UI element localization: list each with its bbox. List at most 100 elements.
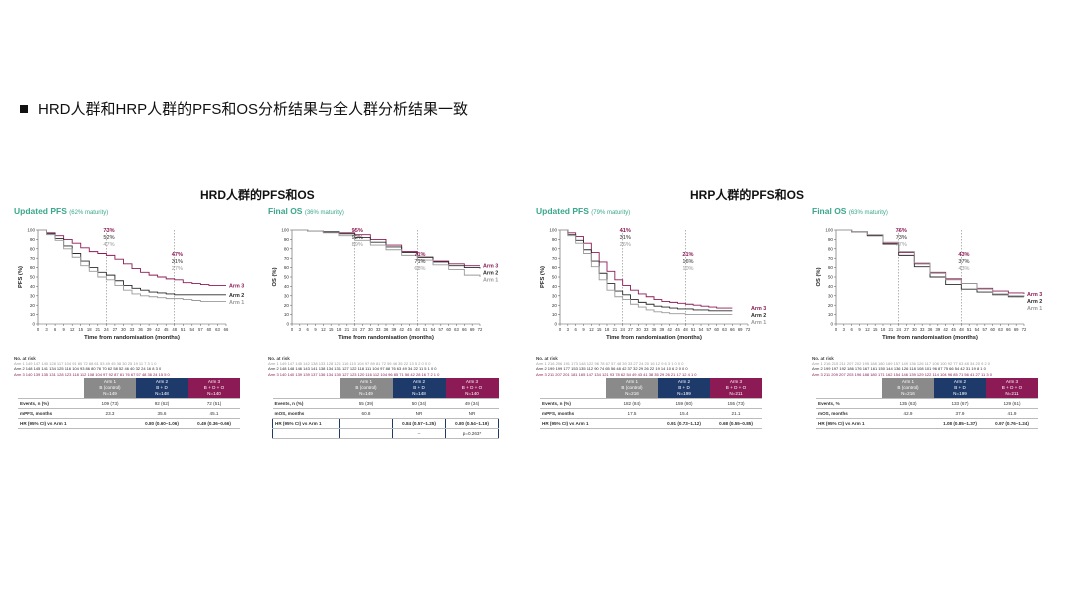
x-tick-label: 33 [644,327,649,332]
x-tick-label: 66 [730,327,735,332]
arm-header-line: Arm 2 [155,379,169,384]
summary-cell: 21.1 [710,408,762,419]
summary-cell: NR [445,408,499,419]
x-axis-label: Time from randomisation (months) [606,335,702,341]
summary-row-label: HR (95% CI) vs Arm 1 [18,418,84,429]
landmark-value: 43% [958,266,969,272]
summary-cell: 15.4 [658,408,710,419]
risk-row: Arm 2 199 197 192 186 176 167 161 150 14… [812,366,986,372]
x-tick-label: 42 [667,327,672,332]
y-tick-label: 30 [284,293,290,298]
series-line-arm2 [560,229,733,312]
arm-header-line: B + D [678,385,690,390]
summary-cell: 50 (34) [392,398,446,409]
x-tick-label: 39 [147,327,152,332]
risk-row: Arm 3 140 140 139 139 137 136 134 130 12… [268,371,440,377]
x-tick-label: 60 [714,327,719,332]
x-tick-label: 15 [873,327,878,332]
y-tick-label: 50 [552,275,558,280]
x-axis-label: Time from randomisation (months) [338,335,434,341]
landmark-value: 27% [172,266,183,272]
summary-cell [84,418,136,429]
summary-row: mOS, months 42.9 37.9 41.9 [816,408,1038,419]
arm-header-line: B + D + O [203,385,225,390]
x-axis-label: Time from randomisation (months) [882,335,978,341]
arm-header-line: Arm 3 [207,379,221,384]
series-label: Arm 1 [751,320,766,326]
risk-row: Arm 3 140 139 135 131 128 123 118 112 10… [14,371,170,377]
landmark-value: 77% [896,242,907,248]
series-label: Arm 2 [483,271,498,277]
summary-cell: 42.9 [882,408,934,419]
y-tick-label: 70 [552,256,558,261]
landmark-value: 37% [958,259,969,265]
x-tick-label: 9 [62,327,65,332]
x-tick-label: 21 [888,327,893,332]
summary-row: – p=0.263* [272,428,499,439]
landmark-value: 10% [682,266,693,272]
y-axis-label: PFS (%) [18,266,24,288]
summary-cell: p=0.263* [445,428,499,439]
x-tick-label: 36 [384,327,389,332]
arm-header-line: B + D + O [1001,385,1023,390]
arm-header-line: N=149 [103,391,117,396]
x-tick-label: 54 [189,327,194,332]
summary-cell: 182 (84) [606,398,658,409]
x-tick-label: 6 [306,327,309,332]
chart-subtitle: (79% maturity) [591,210,631,216]
series-line-arm1 [292,229,481,277]
y-tick-label: 0 [830,322,833,327]
x-tick-label: 63 [722,327,727,332]
summary-row: mPFS, months 23.3 35.6 45.1 [18,408,240,419]
arm-header-line: N=216 [901,391,915,396]
risk-row: Arm 3 211 207 201 181 165 147 134 121 93… [536,371,697,377]
summary-cell: – [392,428,446,439]
summary-row-label: HR (95% CI) vs Arm 1 [540,418,606,429]
arm-header-line: N=140 [207,391,221,396]
x-tick-label: 12 [589,327,594,332]
risk-row: Arm 2 148 145 141 134 125 116 104 93 86 … [14,366,162,372]
x-tick-label: 27 [904,327,909,332]
arm-header-line: Arm 1 [103,379,117,384]
x-tick-label: 66 [224,327,229,332]
x-tick-label: 36 [928,327,933,332]
x-tick-label: 69 [1014,327,1019,332]
panel-hrd-pfs: Updated PFS (62% maturity) 0 10 20 30 40 50 60 7… [14,206,264,446]
arm-header-line: N=148 [412,391,426,396]
series-label: Arm 3 [1027,292,1042,298]
landmark-value: 21% [682,252,693,258]
group-title-hrd: HRD人群的PFS和OS [200,188,315,202]
y-tick-label: 70 [284,256,290,261]
series-line-arm1 [560,229,733,316]
series-label: Arm 3 [229,283,244,289]
x-tick-label: 48 [683,327,688,332]
x-tick-label: 60 [990,327,995,332]
x-tick-label: 24 [896,327,901,332]
series-label: Arm 1 [229,300,244,306]
landmark-value: 95% [352,228,363,234]
summary-cell: 0.49 (0.36–0.66) [188,418,240,429]
x-tick-label: 54 [431,327,436,332]
y-tick-label: 90 [828,237,834,242]
x-tick-label: 60 [207,327,212,332]
y-tick-label: 10 [552,312,558,317]
summary-cell: 159 (80) [658,398,710,409]
panel-hrp-os: Final OS (63% maturity) 0 10 20 30 40 50 60 70 80… [812,206,1062,446]
arm-header-line: Arm 1 [625,379,639,384]
summary-row: Events, n (%) 109 (73) 92 (62) 72 (51) [18,398,240,409]
x-tick-label: 57 [982,327,987,332]
arm-header-line: N=216 [625,391,639,396]
summary-row-label: Events, % [816,398,882,409]
summary-cell: 55 (39) [339,398,393,409]
risk-table-label: No. at risk [812,356,834,361]
risk-row: Arm 3 211 209 207 203 196 188 180 171 16… [812,371,992,377]
y-tick-label: 0 [286,322,289,327]
y-tick-label: 20 [30,303,36,308]
x-tick-label: 39 [391,327,396,332]
y-tick-label: 20 [284,303,290,308]
x-tick-label: 42 [155,327,160,332]
x-tick-label: 30 [912,327,917,332]
